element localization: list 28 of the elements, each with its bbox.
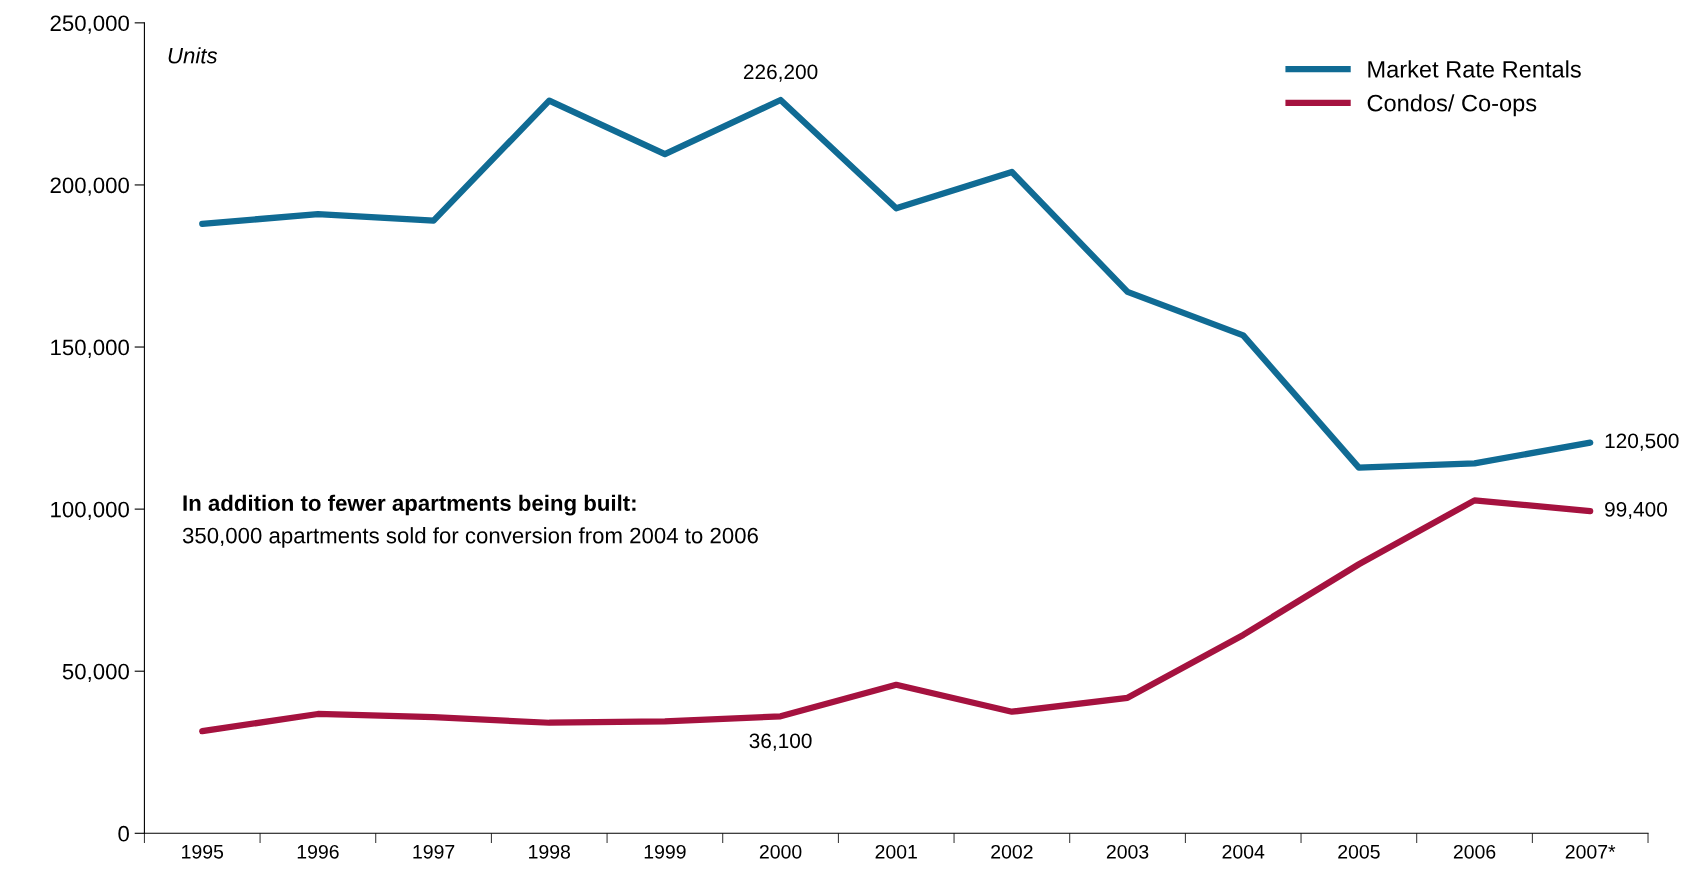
y-tick-label: 250,000 bbox=[50, 15, 129, 34]
y-tick-label: 50,000 bbox=[62, 663, 129, 683]
y-axis-title: Units bbox=[168, 47, 218, 64]
data-label: 36,100 bbox=[749, 733, 812, 751]
x-tick-label: 2006 bbox=[1453, 844, 1496, 859]
legend-label: Condos/ Co-ops bbox=[1367, 94, 1537, 117]
y-tick-label: 200,000 bbox=[50, 177, 129, 196]
x-tick-label: 1999 bbox=[644, 844, 686, 859]
x-tick-label: 1997 bbox=[413, 844, 455, 859]
data-label: 99,400 bbox=[1605, 501, 1667, 520]
x-tick-label: 2003 bbox=[1106, 844, 1149, 859]
y-tick-label: 100,000 bbox=[51, 501, 129, 521]
x-tick-label: 1996 bbox=[297, 844, 339, 859]
annotation: 350,000 apartments sold for conversion from 2004 to 2006 bbox=[182, 527, 758, 548]
y-tick-label: 0 bbox=[118, 825, 129, 842]
data-label: 120,500 bbox=[1605, 433, 1679, 451]
x-tick-label: 2000 bbox=[759, 844, 802, 859]
data-label: 226,200 bbox=[743, 64, 818, 82]
y-tick-label: 150,000 bbox=[51, 339, 129, 358]
x-tick-label: 2002 bbox=[991, 844, 1033, 859]
x-tick-label: 1998 bbox=[529, 844, 571, 859]
x-tick-label: 1995 bbox=[182, 844, 224, 859]
annotation: In addition to fewer apartments being built: bbox=[183, 494, 636, 516]
x-tick-label: 2004 bbox=[1222, 844, 1265, 859]
legend-label: Market Rate Rentals bbox=[1368, 60, 1581, 78]
x-tick-label: 2007* bbox=[1565, 844, 1616, 859]
x-tick-label: 2001 bbox=[875, 844, 917, 859]
x-tick-label: 2005 bbox=[1338, 844, 1380, 859]
